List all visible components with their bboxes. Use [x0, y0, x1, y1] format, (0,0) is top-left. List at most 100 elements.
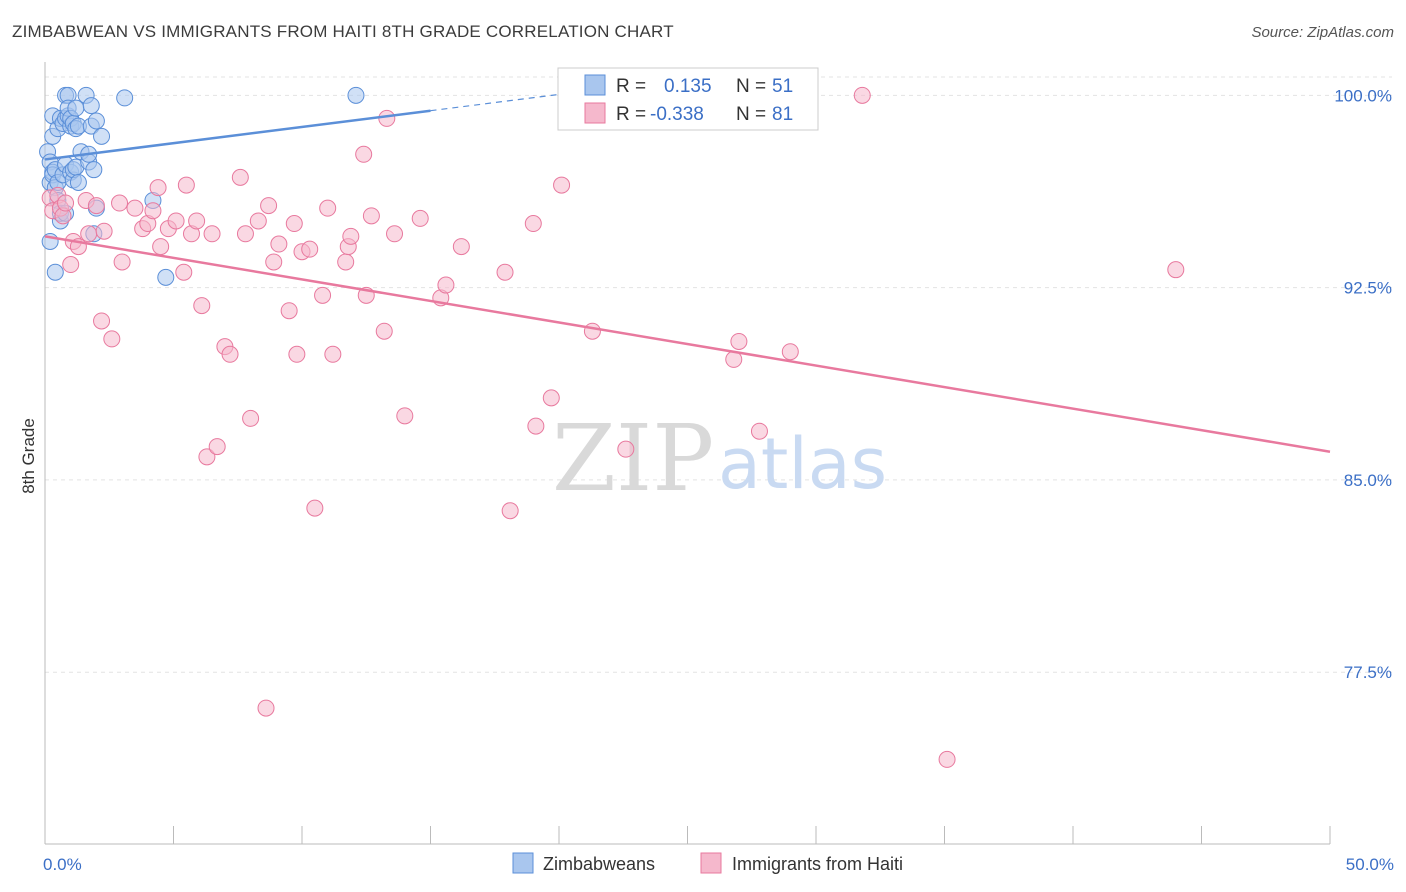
haiti-point-30 — [198, 448, 216, 466]
trend-lines — [44, 92, 1331, 453]
haiti-point-6 — [62, 256, 80, 274]
x-tick-labels: 0.0% 50.0% — [43, 855, 1394, 874]
haiti-point-39 — [257, 699, 275, 717]
haiti-point-12 — [93, 312, 111, 330]
stats-legend: R = 0.135 N = 51 R = -0.338 N = 81 — [557, 67, 819, 131]
haiti-point-44 — [285, 215, 303, 233]
legend-r-value-2: -0.338 — [650, 104, 704, 125]
haiti-point-80 — [378, 109, 396, 127]
haiti-point-15 — [111, 194, 129, 212]
y-tick-label-3: 77.5% — [1344, 663, 1392, 682]
bottom-legend-label-haiti: Immigrants from Haiti — [732, 854, 903, 874]
y-tick-labels: 100.0% 92.5% 85.0% 77.5% — [1334, 86, 1392, 682]
haiti-point-68 — [527, 417, 545, 435]
legend-n-label-2: N = — [736, 104, 766, 125]
haiti-point-63 — [437, 276, 455, 294]
legend-n-label-1: N = — [736, 76, 766, 97]
haiti-point-77 — [853, 86, 871, 104]
haiti-point-14 — [103, 330, 121, 348]
series-haiti — [41, 86, 1185, 768]
zimbabwean-point-32 — [67, 99, 85, 117]
gridlines — [45, 76, 1392, 673]
haiti-point-61 — [411, 209, 429, 227]
haiti-point-41 — [265, 253, 283, 271]
haiti-point-60 — [396, 407, 414, 425]
haiti-point-45 — [288, 345, 306, 363]
y-tick-label-0: 100.0% — [1334, 86, 1392, 105]
bottom-legend-swatch-zimbabweans — [512, 852, 534, 874]
trend-line-zimbabweans — [44, 109, 431, 161]
haiti-point-66 — [501, 502, 519, 520]
haiti-point-20 — [144, 202, 162, 220]
y-tick-label-2: 85.0% — [1344, 471, 1392, 490]
zimbabwean-point-9 — [46, 263, 64, 281]
zimbabwean-point-51 — [347, 86, 365, 104]
haiti-point-42 — [270, 235, 288, 253]
haiti-point-26 — [177, 176, 195, 194]
haiti-point-40 — [260, 197, 278, 215]
zimbabwean-point-35 — [69, 174, 87, 192]
zimbabwean-point-2 — [41, 232, 59, 250]
haiti-point-11 — [87, 197, 105, 215]
legend-r-label-1: R = — [616, 76, 646, 97]
haiti-point-32 — [208, 438, 226, 456]
haiti-point-13 — [95, 222, 113, 240]
zimbabwean-point-46 — [87, 112, 105, 130]
haiti-point-64 — [452, 238, 470, 256]
zimbabwean-point-42 — [82, 97, 100, 115]
x-tick-label-1: 50.0% — [1346, 855, 1394, 874]
haiti-point-35 — [231, 168, 249, 186]
haiti-point-25 — [175, 263, 193, 281]
haiti-point-21 — [149, 179, 167, 197]
haiti-point-49 — [314, 286, 332, 304]
haiti-point-24 — [167, 212, 185, 230]
haiti-point-54 — [342, 227, 360, 245]
legend-n-value-2: 81 — [772, 104, 793, 125]
zimbabwean-point-44 — [85, 161, 103, 179]
legend-r-value-1: 0.135 — [664, 76, 712, 97]
trend-line-haiti — [44, 235, 1331, 453]
haiti-point-28 — [188, 212, 206, 230]
haiti-point-52 — [337, 253, 355, 271]
haiti-point-75 — [750, 422, 768, 440]
haiti-point-29 — [193, 297, 211, 315]
haiti-point-65 — [496, 263, 514, 281]
haiti-point-16 — [113, 253, 131, 271]
haiti-point-69 — [542, 389, 560, 407]
haiti-point-31 — [203, 225, 221, 243]
series-zimbabweans — [39, 86, 365, 286]
haiti-point-59 — [386, 225, 404, 243]
haiti-point-71 — [583, 322, 601, 340]
haiti-point-74 — [730, 332, 748, 350]
haiti-point-58 — [375, 322, 393, 340]
haiti-point-78 — [938, 750, 956, 768]
haiti-point-55 — [355, 145, 373, 163]
haiti-point-38 — [249, 212, 267, 230]
haiti-point-72 — [617, 440, 635, 458]
haiti-point-22 — [152, 238, 170, 256]
haiti-point-10 — [80, 225, 98, 243]
bottom-legend-label-zimbabweans: Zimbabweans — [543, 854, 655, 874]
zimbabwean-point-48 — [116, 89, 134, 107]
chart-title: ZIMBABWEAN VS IMMIGRANTS FROM HAITI 8TH … — [12, 22, 674, 41]
haiti-point-51 — [324, 345, 342, 363]
bottom-legend-swatch-haiti — [700, 852, 722, 874]
haiti-point-48 — [306, 499, 324, 517]
haiti-point-17 — [126, 199, 144, 217]
legend-swatch-zimbabweans — [584, 74, 606, 96]
watermark: ZIP atlas — [552, 405, 887, 512]
x-tick-label-0: 0.0% — [43, 855, 82, 874]
haiti-point-76 — [781, 343, 799, 361]
watermark-atlas: atlas — [718, 423, 887, 505]
haiti-point-70 — [553, 176, 571, 194]
legend-swatch-haiti — [584, 102, 606, 124]
trend-line-zimbabweans-extension — [430, 92, 572, 112]
haiti-point-47 — [301, 240, 319, 258]
haiti-point-50 — [319, 199, 337, 217]
y-tick-label-1: 92.5% — [1344, 279, 1392, 298]
zimbabwean-point-50 — [157, 268, 175, 286]
legend-r-label-2: R = — [616, 104, 646, 125]
haiti-point-43 — [280, 302, 298, 320]
haiti-point-57 — [362, 207, 380, 225]
